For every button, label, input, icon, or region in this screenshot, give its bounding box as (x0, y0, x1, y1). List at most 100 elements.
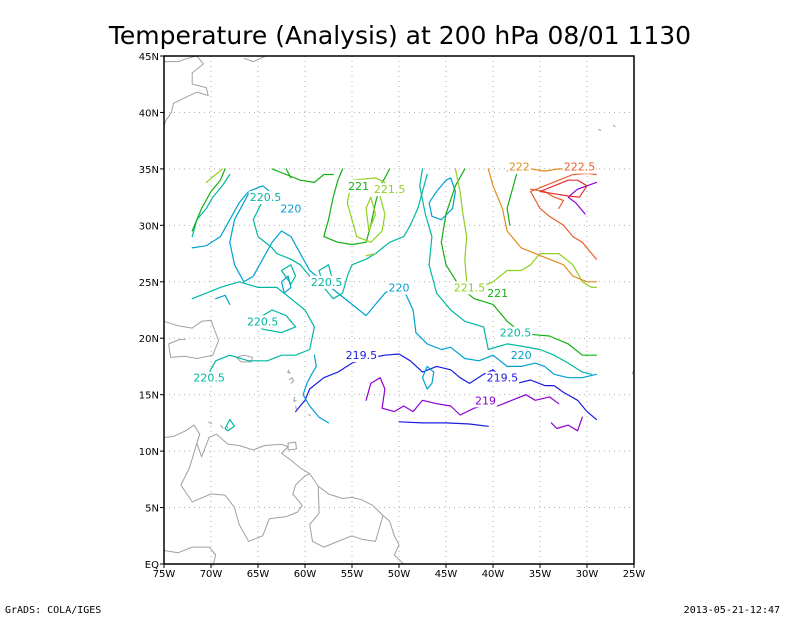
contour-222-5 (530, 190, 597, 260)
chart-title: Temperature (Analysis) at 200 hPa 08/01 … (108, 21, 691, 50)
coastline (163, 55, 209, 127)
y-tick-label: 10N (139, 447, 159, 458)
coastline (286, 369, 291, 374)
y-tick-label: 15N (139, 391, 159, 402)
x-tick-label: 30W (576, 569, 599, 580)
contour-label: 219.5 (487, 372, 519, 385)
y-tick-label: 35N (139, 165, 159, 176)
coastline (308, 413, 311, 417)
contour-220-5 (252, 309, 297, 334)
contour-label-bg (486, 287, 510, 301)
contour-222 (487, 168, 597, 283)
x-tick-label: 25W (623, 569, 646, 580)
contour-label: 221.5 (454, 281, 486, 294)
contour-219 (365, 377, 560, 416)
contour-label-bg (473, 394, 497, 408)
contour-219-5 (398, 421, 489, 427)
contour-label: 220.5 (311, 276, 343, 289)
contour-label: 222.5 (564, 161, 596, 174)
x-tick-label: 35W (529, 569, 552, 580)
footer-source: GrADS: COLA/IGES (5, 605, 101, 616)
x-tick-label: 40W (482, 569, 505, 580)
contour-label-bg (279, 202, 303, 216)
x-tick-label: 55W (341, 569, 364, 580)
coastline (220, 424, 224, 429)
x-tick-label: 65W (247, 569, 270, 580)
contour-220-5 (224, 418, 236, 432)
y-tick-label: 20N (139, 334, 159, 345)
contour-221-5 (365, 196, 377, 232)
contour-label-bg (509, 349, 533, 363)
contour-label-bg (387, 281, 411, 295)
x-tick-label: 45W (435, 569, 458, 580)
contour-221-5 (365, 253, 377, 257)
x-tick-label: 75W (153, 569, 176, 580)
coastline (163, 546, 217, 567)
contour-221-5 (454, 168, 597, 288)
y-tick-label: 5N (145, 504, 159, 515)
coastline (243, 55, 266, 63)
contour-223 (539, 185, 588, 198)
contour-label: 220 (511, 349, 532, 362)
coastline (598, 128, 602, 131)
contour-label-bg (498, 326, 533, 340)
contour-label-bg (245, 315, 280, 329)
contour-label-bg (372, 183, 407, 197)
contour-220-5 (280, 264, 297, 285)
contour-219-5 (295, 353, 597, 421)
contour-221 (191, 168, 226, 232)
coastline (612, 124, 616, 128)
contour-label-bg (562, 160, 597, 174)
contour-label: 220.5 (500, 327, 532, 340)
footer-timestamp: 2013-05-21-12:47 (684, 605, 780, 616)
x-tick-label: 60W (294, 569, 317, 580)
contour-220 (302, 354, 330, 424)
contour-221 (506, 173, 518, 226)
contour-label: 219 (475, 394, 496, 407)
contour-label-bg (344, 349, 379, 363)
contour-220 (428, 177, 456, 221)
contour-label-bg (309, 275, 344, 289)
contour-219 (567, 181, 597, 215)
contour-label: 221 (487, 287, 508, 300)
contour-219 (550, 416, 583, 432)
contour-label: 220 (389, 281, 410, 294)
contour-labels: 219219.5219.5220220220220.5220.5220.5220… (192, 160, 597, 408)
contour-221 (440, 168, 597, 356)
contour-label: 221.5 (374, 183, 406, 196)
coastline (180, 443, 310, 542)
contour-221-5 (205, 168, 223, 183)
contour-label-bg (248, 191, 283, 205)
coastline (293, 396, 297, 402)
contour-220 (215, 294, 231, 305)
contour-220-5 (487, 343, 593, 375)
contour-220-5 (419, 168, 489, 351)
y-tick-label: EQ (145, 560, 159, 571)
contour-label-bg (452, 281, 487, 295)
x-tick-label: 50W (388, 569, 411, 580)
contour-label-bg (347, 179, 371, 193)
contour-label: 219.5 (346, 349, 378, 362)
contour-220 (280, 275, 292, 294)
contour-222-5 (530, 188, 565, 209)
contour-label: 222 (509, 161, 530, 174)
coastline (287, 441, 297, 451)
coastline (309, 486, 384, 548)
coastlines (163, 55, 635, 567)
contour-221-5 (346, 177, 386, 243)
contour-223 (539, 179, 588, 193)
contour-label: 220.5 (193, 372, 225, 385)
coastline (288, 377, 295, 384)
coastline (163, 319, 219, 359)
contour-221 (271, 168, 334, 183)
coastline (207, 421, 213, 425)
contour-label-bg (485, 371, 520, 385)
contour-220 (421, 365, 435, 390)
y-tick-label: 45N (139, 52, 159, 63)
contour-label: 220 (280, 202, 301, 215)
contour-label-bg (192, 371, 226, 385)
axis-ticks: 75W 70W 65W 60W 55W 50W 45W 40W 35W 30W 25W EQ 5N 10N… (139, 52, 646, 580)
contour-220-5 (191, 281, 315, 379)
